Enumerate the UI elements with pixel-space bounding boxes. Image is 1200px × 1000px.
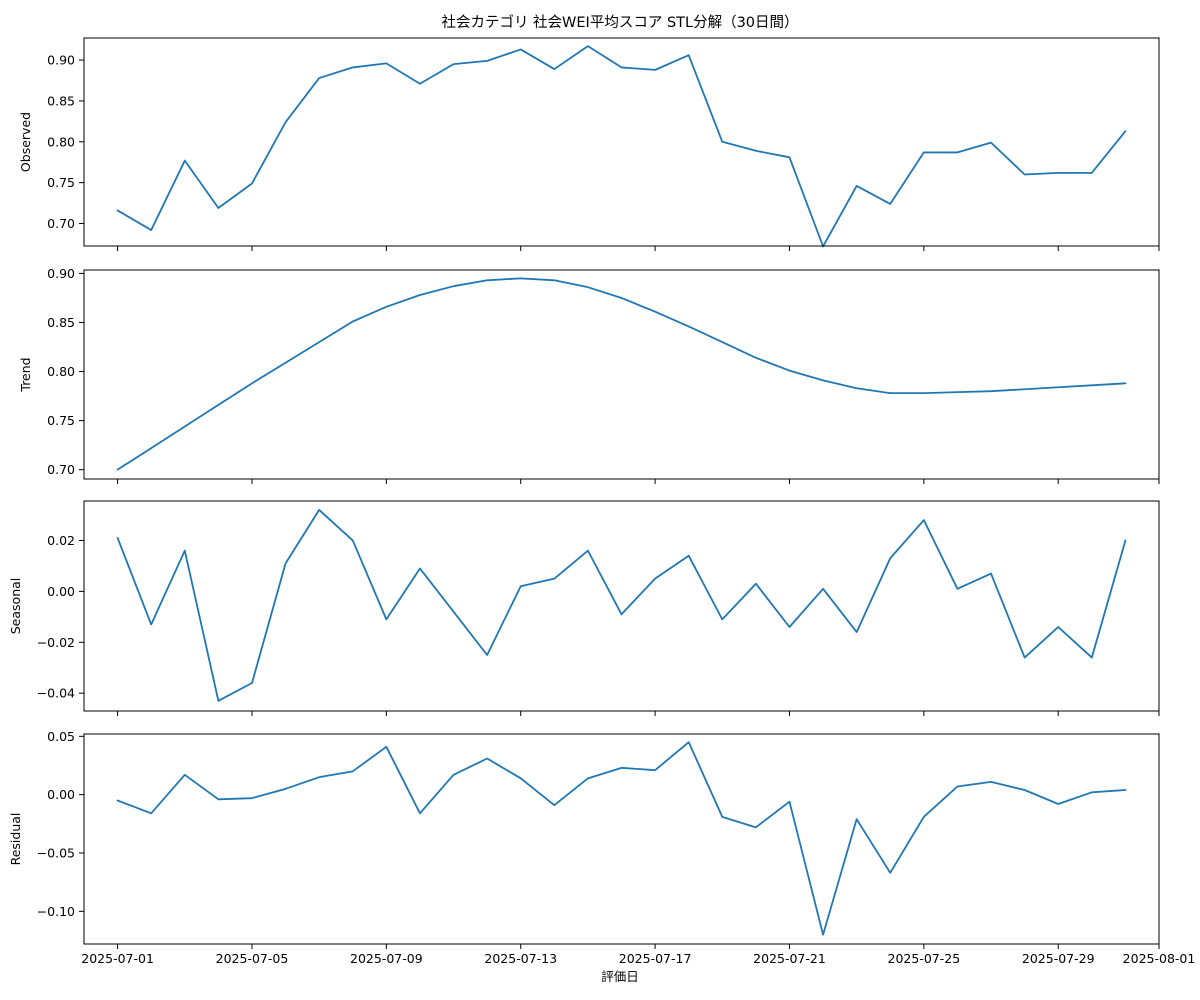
x-tick-label: 2025-07-05 (216, 951, 289, 966)
y-tick-label: 0.70 (47, 216, 75, 231)
x-axis: 2025-07-01 2025-07-05 2025-07-09 2025-07-13… (81, 951, 1195, 966)
y-tick-label: 0.90 (47, 53, 75, 68)
y-tick-label: −0.05 (37, 846, 75, 861)
series-line-trend (116, 277, 1127, 471)
y-tick-label: −0.04 (37, 686, 75, 701)
y-tick-label: −0.10 (37, 904, 75, 919)
x-tick-label: 2025-08-01 (1123, 951, 1196, 966)
y-tick-label: −0.02 (37, 635, 75, 650)
x-tick-label: 2025-07-17 (619, 951, 692, 966)
panel-observed: 0.70 0.75 0.80 0.85 0.90 Observed (18, 37, 1160, 251)
y-tick-label: 0.85 (47, 315, 75, 330)
panels: 0.70 0.75 0.80 0.85 0.90 Observed 0.70 0.75 0.80… (8, 37, 1160, 949)
y-tick-label: 0.00 (47, 584, 75, 599)
panel-trend: 0.70 0.75 0.80 0.85 0.90 Trend (18, 266, 1160, 484)
y-axis-label-trend: Trend (18, 357, 33, 392)
y-tick-label: 0.80 (47, 134, 75, 149)
x-tick-label: 2025-07-13 (484, 951, 557, 966)
x-tick-label: 2025-07-25 (888, 951, 961, 966)
y-tick-label: 0.75 (47, 175, 75, 190)
x-tick-label: 2025-07-29 (1022, 951, 1095, 966)
y-tick-label: 0.00 (47, 787, 75, 802)
x-tick-label: 2025-07-21 (753, 951, 826, 966)
axes-frame-seasonal (83, 500, 1160, 712)
series-line-seasonal (116, 509, 1127, 702)
axes-frame-observed (83, 37, 1160, 247)
chart-title: 社会カテゴリ 社会WEI平均スコア STL分解（30日間） (441, 13, 798, 31)
y-tick-label: 0.80 (47, 364, 75, 379)
series-line-observed (116, 45, 1127, 248)
panel-residual: −0.10 −0.05 0.00 0.05 Residual (8, 729, 1160, 949)
axes-frame-residual (83, 733, 1160, 945)
series-line-residual (116, 741, 1127, 936)
x-tick-label: 2025-07-09 (350, 951, 423, 966)
y-axis-label-seasonal: Seasonal (8, 578, 23, 635)
y-tick-label: 0.70 (47, 462, 75, 477)
y-tick-label: 0.05 (47, 729, 75, 744)
y-tick-label: 0.90 (47, 266, 75, 281)
panel-seasonal: −0.04 −0.02 0.00 0.02 Seasonal (8, 500, 1160, 716)
x-axis-label: 評価日 (601, 969, 639, 984)
axes-frame-trend (83, 269, 1160, 480)
y-axis-label-residual: Residual (8, 813, 23, 866)
y-tick-label: 0.02 (47, 533, 75, 548)
y-tick-label: 0.85 (47, 93, 75, 108)
x-tick-label: 2025-07-01 (81, 951, 154, 966)
y-tick-label: 0.75 (47, 413, 75, 428)
y-axis-label-observed: Observed (18, 112, 33, 172)
